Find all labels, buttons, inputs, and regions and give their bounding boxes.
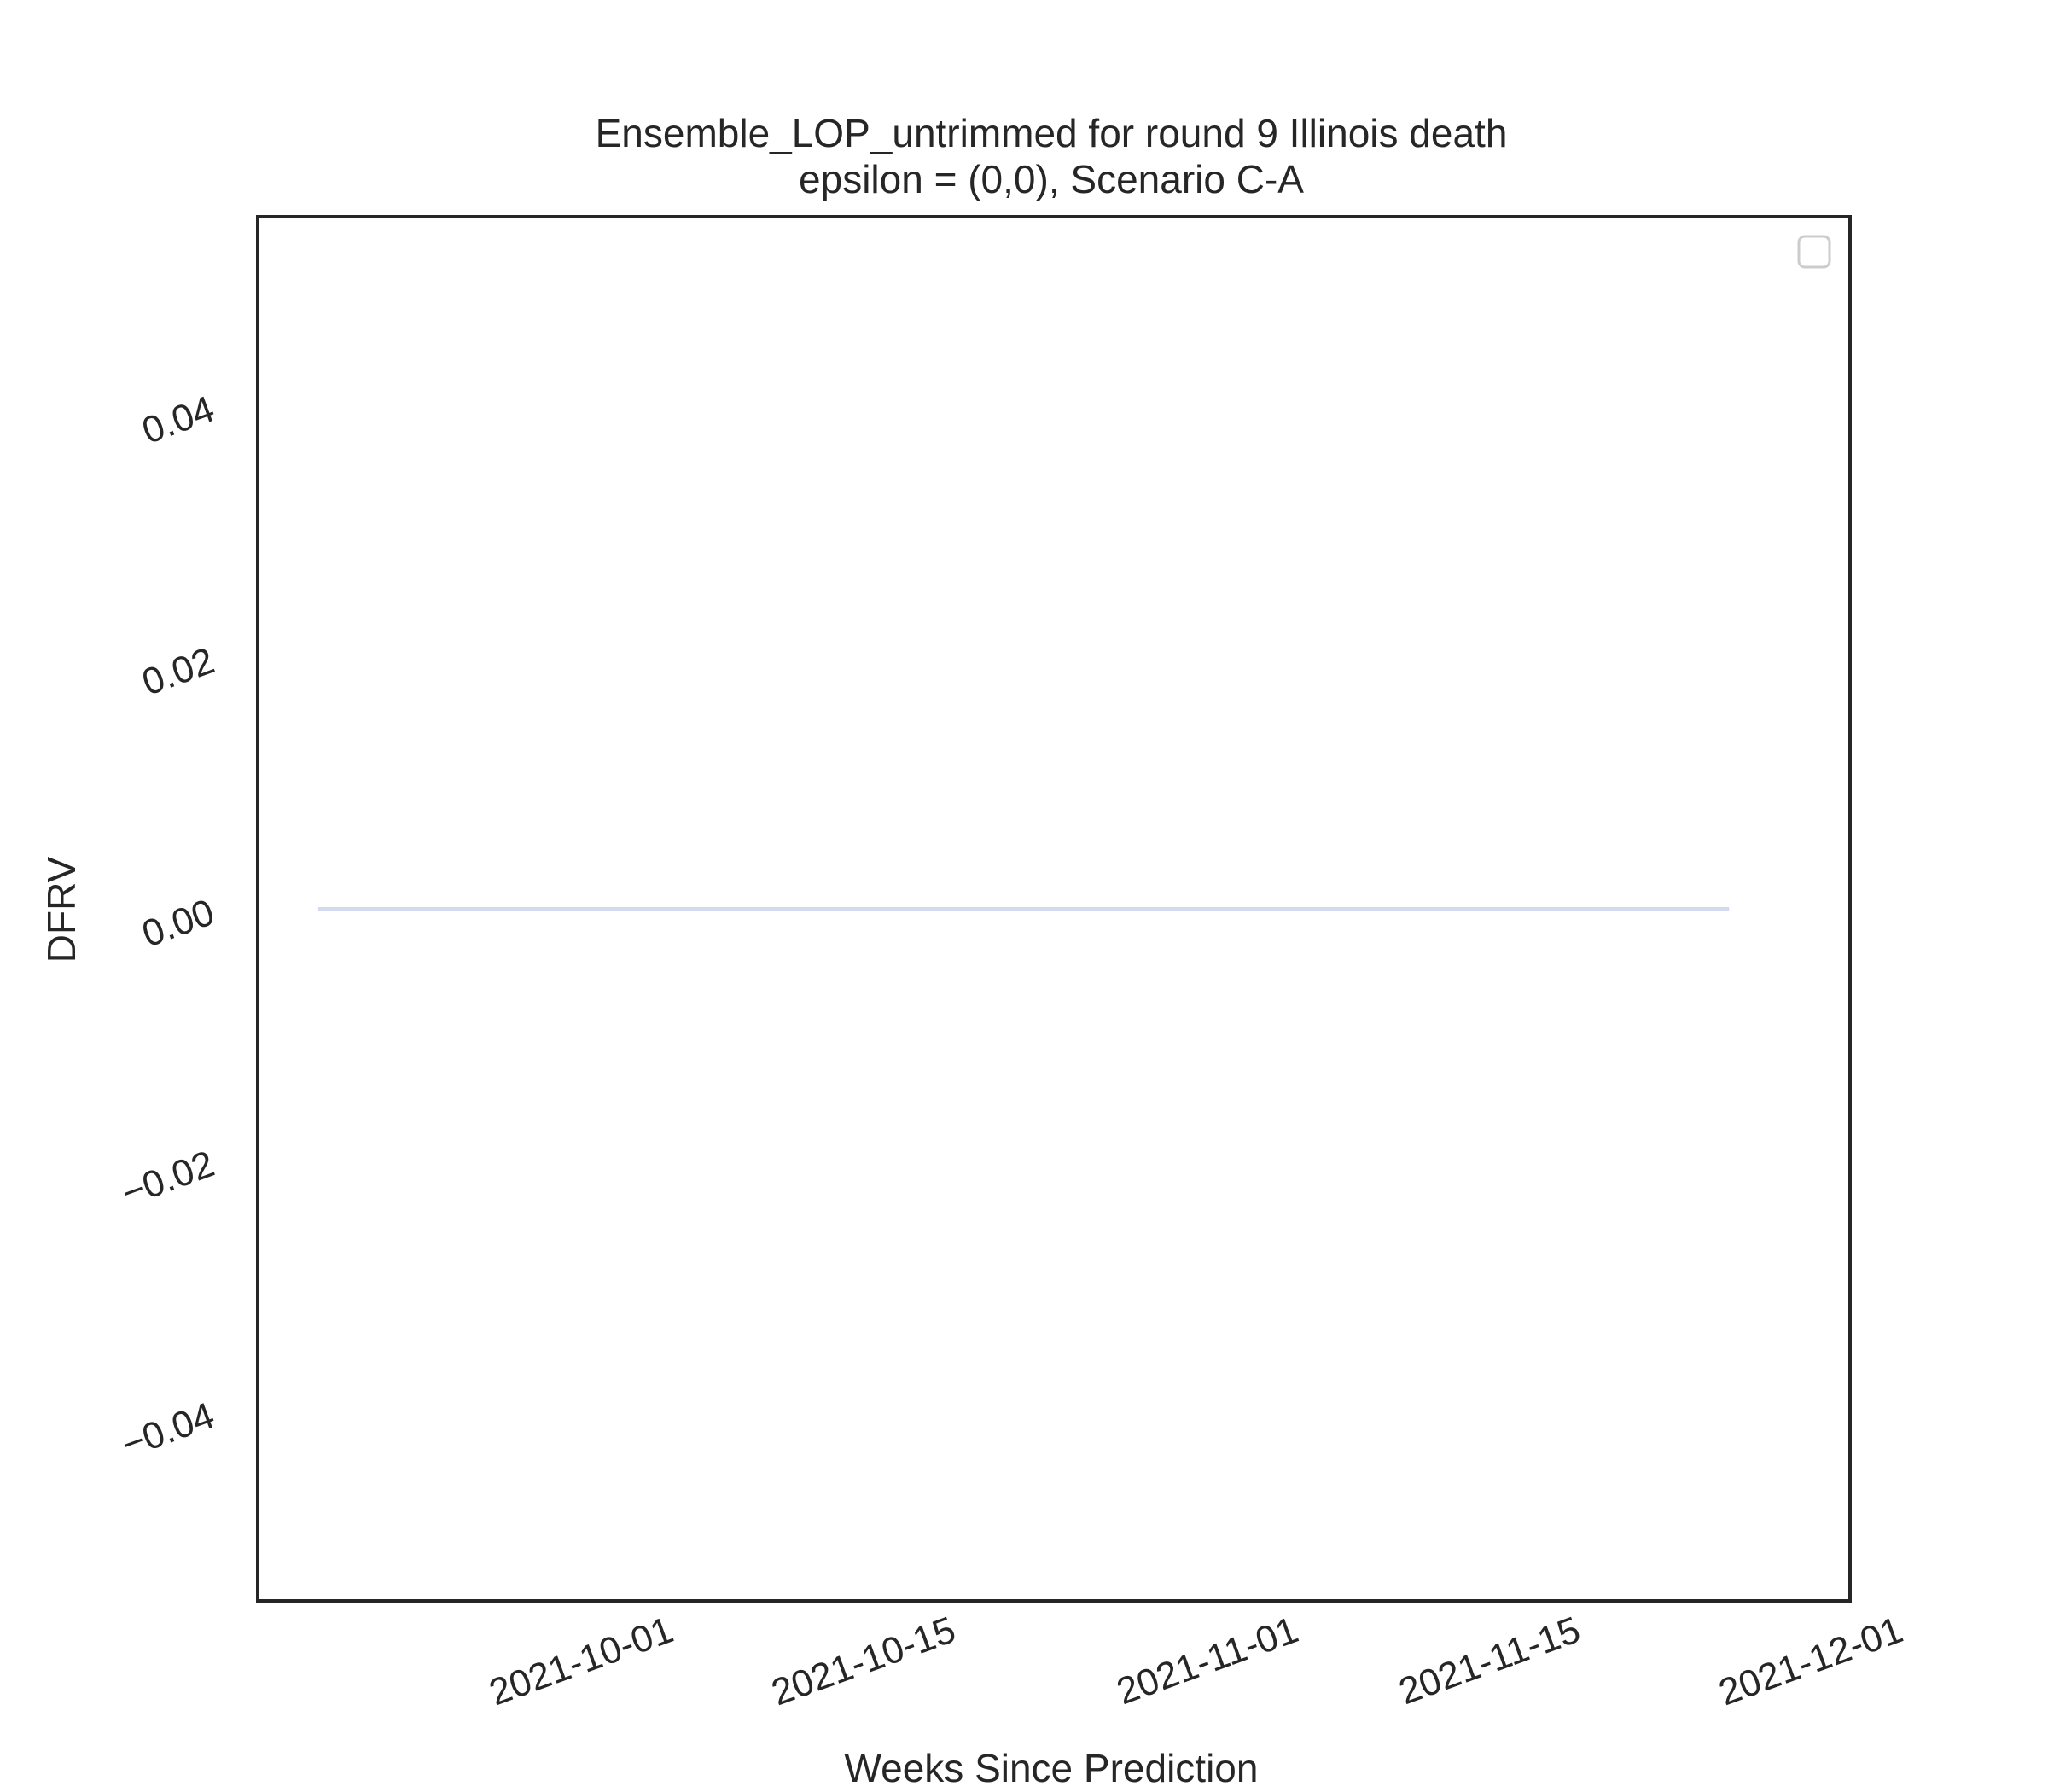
x-tick-label: 2021-10-15 <box>766 1609 961 1713</box>
y-tick-label: −0.02 <box>116 1143 219 1214</box>
y-tick-label: 0.02 <box>137 639 219 703</box>
x-tick-label: 2021-12-01 <box>1713 1609 1908 1713</box>
x-tick-labels: 2021-10-01 2021-10-15 2021-11-01 2021-11-15… <box>484 1609 1908 1713</box>
x-tick-label: 2021-10-01 <box>484 1609 678 1713</box>
y-tick-label: 0.04 <box>137 388 219 452</box>
y-tick-labels: 0.04 0.02 0.00 −0.02 −0.04 <box>116 388 219 1467</box>
y-tick-label: −0.04 <box>116 1394 219 1466</box>
y-tick-label: 0.00 <box>137 891 219 955</box>
x-tick-label: 2021-11-01 <box>1111 1609 1303 1713</box>
y-axis-label: DFRV <box>39 856 84 963</box>
x-tick-label: 2021-11-15 <box>1393 1609 1585 1713</box>
chart-title: Ensemble_LOP_untrimmed for round 9 Illin… <box>596 111 1508 155</box>
x-axis-label: Weeks Since Prediction <box>845 1746 1259 1790</box>
chart-subtitle: epsilon = (0,0), Scenario C-A <box>799 157 1304 201</box>
legend-box <box>1797 235 1831 269</box>
